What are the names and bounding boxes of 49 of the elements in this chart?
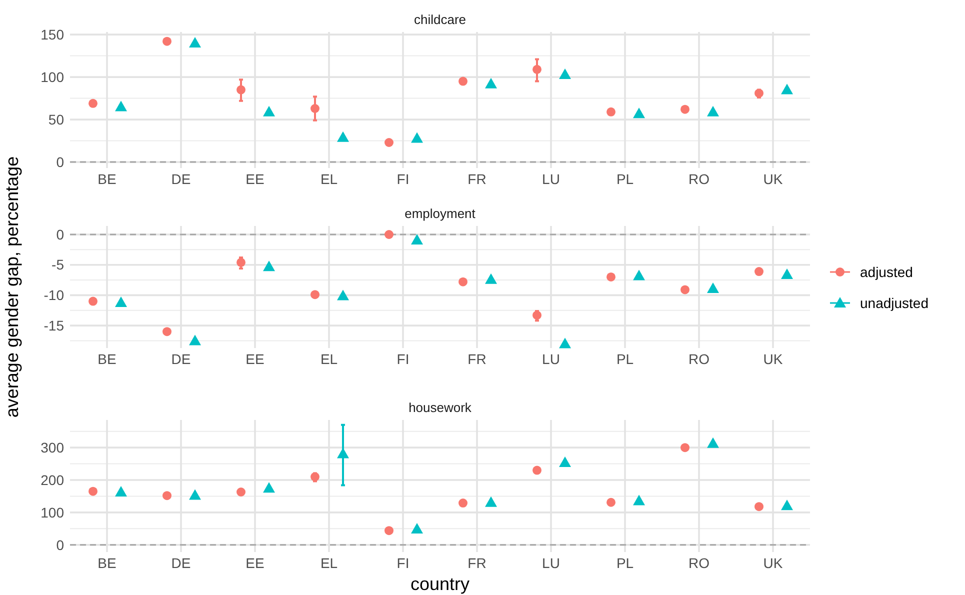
x-tick-label: UK xyxy=(763,171,784,187)
x-tick-label: UK xyxy=(763,555,784,571)
y-tick-label: 50 xyxy=(48,111,64,128)
x-tick-label: DE xyxy=(171,351,191,367)
x-tick-label: BE xyxy=(98,351,116,367)
y-tick-label: -10 xyxy=(44,287,64,304)
y-tick-label: 0 xyxy=(56,154,64,170)
x-tick-label: EE xyxy=(246,555,264,571)
x-tick-label: RO xyxy=(688,171,710,187)
x-tick-label: EL xyxy=(320,171,338,187)
legend-label: unadjusted xyxy=(860,294,929,311)
y-tick-label: -5 xyxy=(52,256,64,273)
x-tick-label: EE xyxy=(246,171,264,187)
x-tick-label: FR xyxy=(468,555,486,571)
chart-title: childcare xyxy=(414,12,466,27)
y-tick-label: 0 xyxy=(56,536,64,553)
x-tick-label: FR xyxy=(468,351,486,367)
x-tick-label: FI xyxy=(396,171,410,187)
x-tick-label: DE xyxy=(171,171,191,187)
x-tick-label: PL xyxy=(616,351,634,367)
x-tick-label: LU xyxy=(542,351,560,367)
x-tick-label: EL xyxy=(320,555,338,571)
x-axis-title: country xyxy=(410,574,470,594)
x-tick-label: EL xyxy=(320,351,338,367)
x-tick-label: RO xyxy=(688,555,710,571)
x-tick-label: PL xyxy=(616,555,634,571)
y-tick-label: -15 xyxy=(44,317,64,334)
x-tick-label: LU xyxy=(542,171,560,187)
y-tick-label: 0 xyxy=(56,226,64,242)
x-tick-label: PL xyxy=(616,171,634,187)
x-tick-label: EE xyxy=(246,351,264,367)
y-tick-label: 300 xyxy=(40,439,64,456)
y-tick-label: 150 xyxy=(40,26,64,42)
chart-title: employment xyxy=(404,206,476,221)
y-tick-label: 200 xyxy=(40,472,64,488)
x-tick-label: UK xyxy=(763,351,784,367)
y-tick-label: 100 xyxy=(40,68,64,85)
chart-title: housework xyxy=(408,400,472,415)
x-tick-label: RO xyxy=(688,351,710,367)
x-tick-label: LU xyxy=(542,555,560,571)
x-tick-label: FR xyxy=(468,171,486,187)
x-tick-label: DE xyxy=(171,555,191,571)
legend-label: adjusted xyxy=(860,264,913,280)
y-tick-label: 100 xyxy=(40,504,64,520)
x-tick-label: BE xyxy=(98,555,116,571)
x-tick-label: FI xyxy=(396,351,410,367)
x-tick-label: BE xyxy=(98,171,116,187)
y-axis-title: average gender gap, percentage xyxy=(2,156,22,418)
x-tick-label: FI xyxy=(396,555,410,571)
